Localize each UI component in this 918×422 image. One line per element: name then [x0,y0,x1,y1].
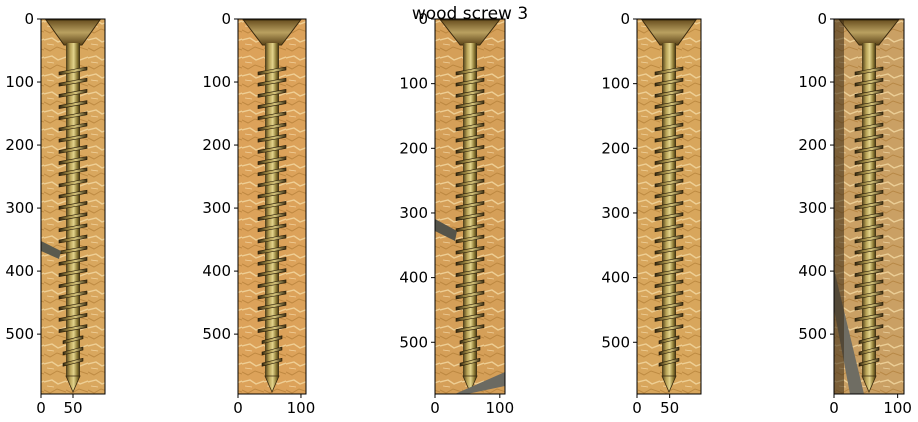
metal-fragment [41,241,61,259]
y-tick-label: 100 [202,73,231,91]
y-tick-label: 300 [399,204,428,222]
screw-tip [65,375,81,393]
screw-threads [58,66,88,367]
x-tick-label: 50 [63,399,82,417]
y-tick-label: 0 [620,10,630,28]
y-tick-label: 500 [399,333,428,351]
axes-frame [636,18,702,395]
metal-fragment [435,219,457,241]
screw-threads [455,66,485,367]
y-tick-label: 500 [601,333,630,351]
y-tick-label: 500 [5,325,34,343]
axes-frame [833,18,905,395]
panel-2: 0 100 200 300 400 500 0 100 [202,10,315,417]
screw-head [242,19,302,46]
y-tick-label: 300 [5,199,34,217]
y-tick-label: 100 [798,73,827,91]
y-tick-label: 500 [798,325,827,343]
y-tick-label: 300 [202,199,231,217]
x-tick-label: 100 [287,399,316,417]
x-tick-label: 0 [632,399,642,417]
y-tick-label: 400 [202,262,231,280]
photo-image [637,19,701,394]
y-tick-label: 200 [798,136,827,154]
y-tick-label: 200 [202,136,231,154]
photo-image [435,19,505,394]
screw-tip [861,375,877,393]
y-tick-label: 500 [202,325,231,343]
panel-5: 0 100 200 300 400 500 0 100 [798,10,912,417]
panel-3: 0 100 200 300 400 500 0 100 [399,10,514,417]
y-tick-label: 300 [798,199,827,217]
screw-head [45,19,101,46]
y-tick-label: 100 [601,75,630,93]
x-tick-label: 100 [485,399,514,417]
y-tick-label: 0 [221,10,231,28]
screw-threads [854,66,884,367]
screw-threads [257,66,287,367]
photo-image [41,19,105,394]
panel-4: 0 100 200 300 400 500 0 50 [601,10,702,417]
photo-image [834,19,904,394]
screw-threads [654,66,684,367]
x-tick-label: 100 [883,399,912,417]
x-tick-label: 0 [233,399,243,417]
y-tick-label: 400 [399,269,428,287]
y-tick-label: 200 [399,139,428,157]
y-tick-label: 400 [798,262,827,280]
screw-tip [462,375,478,393]
panel-1: 0 100 200 300 400 500 0 50 [5,10,106,417]
y-tick-label: 0 [817,10,827,28]
y-tick-label: 100 [399,75,428,93]
screw-tip [264,375,280,393]
y-tick-label: 400 [601,269,630,287]
photo-image [238,19,306,394]
y-tick-label: 200 [601,139,630,157]
y-tick-label: 0 [24,10,34,28]
x-tick-label: 0 [36,399,46,417]
y-tick-label: 200 [5,136,34,154]
axes-frame [237,18,307,395]
x-tick-label: 0 [430,399,440,417]
y-tick-label: 300 [601,204,630,222]
screw-head [641,19,697,46]
y-tick-label: 0 [418,10,428,28]
axes-frame [434,18,506,395]
nail-shaft [455,372,505,394]
y-tick-label: 400 [5,262,34,280]
x-tick-label: 0 [829,399,839,417]
screw-head [838,19,900,46]
screw-head [439,19,501,46]
screw-tip [661,375,677,393]
y-tick-label: 100 [5,73,34,91]
x-tick-label: 50 [660,399,679,417]
